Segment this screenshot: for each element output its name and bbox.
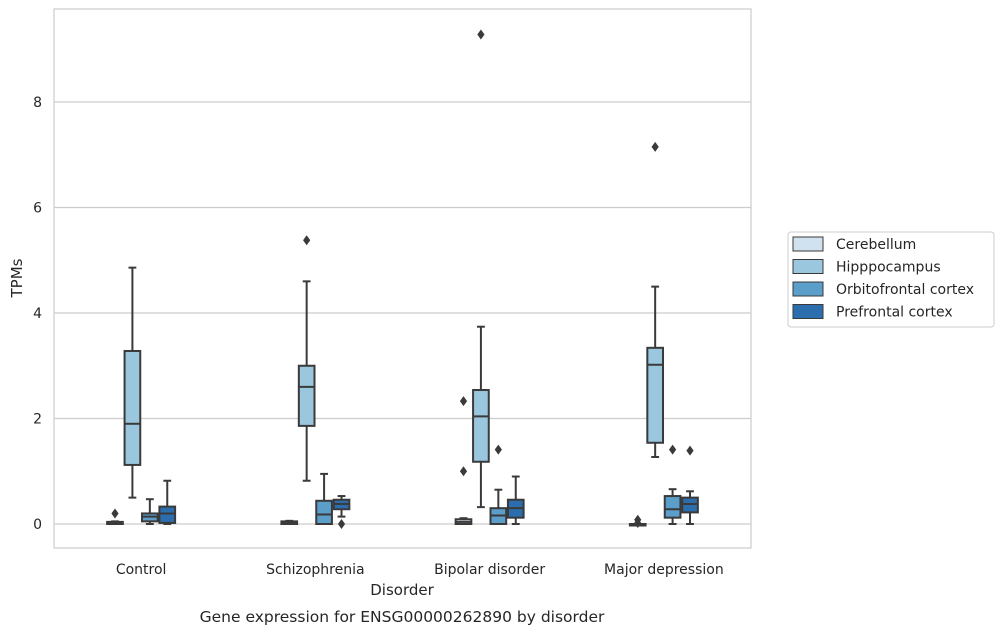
outlier-point [651, 141, 659, 152]
box-element [332, 495, 351, 529]
legend-entry: Hipppocampus [836, 260, 941, 276]
box-element [280, 519, 299, 525]
gridlines [54, 101, 751, 525]
box-element [472, 29, 490, 509]
box-element [489, 444, 508, 525]
chart-caption: Gene expression for ENSG00000262890 by d… [200, 608, 605, 626]
plot-frame [53, 8, 752, 549]
box-iqr [472, 389, 490, 463]
outlier-point [111, 508, 119, 519]
box-element [646, 141, 665, 459]
legend-entry: Orbitofrontal cortex [836, 282, 974, 298]
legend-swatch [792, 259, 824, 274]
legend: Cerebellum Hipppocampus Orbitofrontal cort… [787, 231, 995, 328]
box-iqr [681, 496, 699, 514]
x-tick-label: Schizophrenia [266, 562, 364, 578]
box-element [140, 498, 159, 525]
legend-swatch [792, 236, 824, 252]
box-iqr [158, 505, 177, 524]
x-axis-ticks: Control Schizophrenia Bipolar disorder Majo… [116, 562, 724, 578]
box-plot-area [106, 29, 699, 529]
y-axis-label: TPMs [8, 258, 26, 298]
box-element [158, 479, 177, 525]
box-element [454, 396, 473, 526]
box-element [123, 266, 142, 499]
box-iqr [297, 364, 316, 427]
box-iqr [663, 495, 682, 519]
legend-box [787, 231, 995, 328]
y-tick-label: 2 [33, 412, 42, 428]
outlier-point [494, 444, 502, 455]
y-tick-label: 6 [33, 201, 42, 217]
legend-swatch [792, 281, 824, 297]
outlier-point [686, 445, 694, 456]
y-tick-label: 0 [33, 517, 42, 533]
box-element [297, 235, 316, 482]
x-tick-label: Bipolar disorder [434, 562, 545, 578]
y-tick-label: 8 [33, 95, 42, 111]
x-tick-label: Major depression [604, 562, 724, 578]
box-iqr [315, 499, 333, 526]
box-element [106, 508, 124, 526]
box-element [506, 475, 525, 525]
box-element [628, 514, 647, 528]
box-element [315, 472, 333, 526]
x-axis-label: Disorder [370, 581, 434, 599]
outlier-point [477, 29, 485, 40]
x-tick-label: Control [116, 562, 167, 578]
y-axis-ticks: 0 2 4 6 8 [33, 95, 42, 533]
outlier-point [303, 235, 311, 246]
y-tick-label: 4 [33, 306, 42, 322]
box-iqr [123, 349, 142, 466]
box-element [681, 445, 699, 525]
legend-entry: Cerebellum [836, 237, 916, 253]
outlier-point [668, 444, 677, 455]
outlier-point [634, 514, 642, 525]
box-element [663, 444, 682, 525]
box-iqr [646, 346, 665, 444]
legend-entry: Prefrontal cortex [836, 305, 953, 321]
outlier-point [459, 396, 468, 407]
legend-swatch [792, 304, 824, 319]
outlier-point [337, 519, 346, 529]
outlier-point [459, 466, 468, 477]
